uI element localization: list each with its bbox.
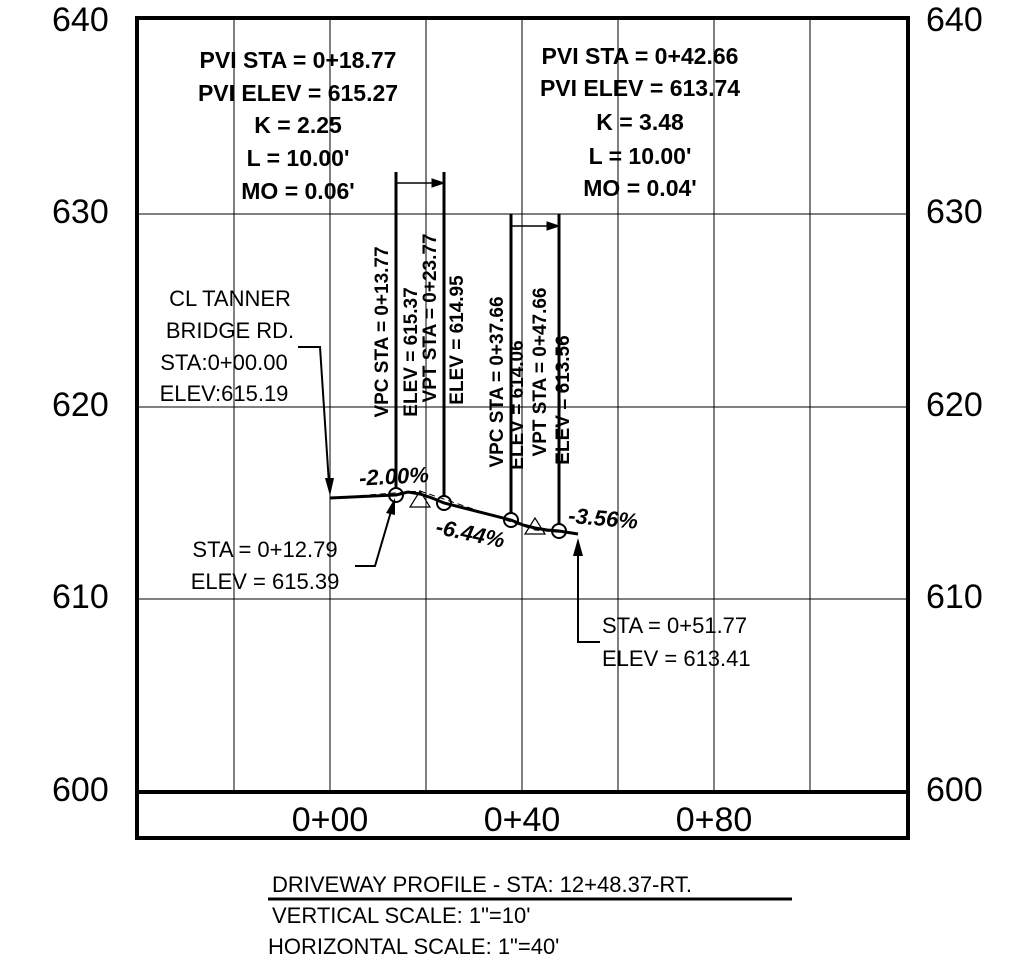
vpt-sta: VPT STA = 0+23.77 bbox=[420, 234, 441, 403]
callout-text: BRIDGE RD. bbox=[166, 318, 294, 343]
curve-extents bbox=[394, 172, 561, 524]
mo-value: MO = 0.04' bbox=[583, 175, 697, 201]
callout-text: ELEV = 613.41 bbox=[602, 646, 751, 671]
vpt-point bbox=[436, 495, 452, 511]
leader bbox=[298, 346, 330, 485]
vpt-elev: ELEV = 613.56 bbox=[553, 335, 574, 464]
callout-text: STA:0+00.00 bbox=[160, 350, 287, 375]
elev-label: 630 bbox=[52, 193, 109, 231]
arrow bbox=[573, 538, 583, 556]
grid bbox=[137, 18, 908, 792]
elev-label: 620 bbox=[926, 386, 983, 424]
pvi-sta: PVI STA = 0+42.66 bbox=[542, 43, 739, 69]
mo-value: MO = 0.06' bbox=[241, 178, 355, 204]
horizontal-scale: HORIZONTAL SCALE: 1"=40' bbox=[268, 934, 559, 959]
pvi-marker bbox=[408, 489, 432, 508]
callout-text: STA = 0+51.77 bbox=[602, 613, 747, 638]
vpc-sta: VPC STA = 0+13.77 bbox=[372, 246, 393, 417]
station-label: 0+00 bbox=[292, 801, 369, 839]
elev-label: 640 bbox=[52, 1, 109, 39]
station-label: 0+80 bbox=[676, 801, 753, 839]
vpc-point bbox=[503, 512, 519, 528]
vertical-scale: VERTICAL SCALE: 1"=10' bbox=[272, 903, 530, 928]
elev-label: 610 bbox=[52, 578, 109, 616]
l-value: L = 10.00' bbox=[247, 145, 350, 171]
elev-label: 600 bbox=[926, 771, 983, 809]
pvi-marker bbox=[523, 516, 547, 535]
pvi-elev: PVI ELEV = 615.27 bbox=[198, 80, 398, 106]
elev-label: 600 bbox=[52, 771, 109, 809]
leader bbox=[577, 552, 600, 643]
station-label: 0+40 bbox=[484, 801, 561, 839]
callout-text: CL TANNER bbox=[169, 286, 291, 311]
vpt-point bbox=[551, 523, 567, 539]
pvi-sta: PVI STA = 0+18.77 bbox=[200, 47, 397, 73]
k-value: K = 2.25 bbox=[254, 112, 342, 138]
grade-label: -2.00% bbox=[358, 462, 429, 491]
profile-title: DRIVEWAY PROFILE - STA: 12+48.37-RT. bbox=[272, 872, 692, 897]
vpc-elev: ELEV = 615.37 bbox=[401, 287, 422, 416]
arrow bbox=[431, 178, 446, 188]
callout-text: ELEV = 615.39 bbox=[191, 569, 340, 594]
grade-label: -3.56% bbox=[567, 503, 639, 534]
l-value: L = 10.00' bbox=[589, 143, 692, 169]
arrow bbox=[546, 221, 561, 231]
arrow bbox=[386, 498, 395, 515]
elev-label: 610 bbox=[926, 578, 983, 616]
profile-line bbox=[329, 490, 579, 536]
grade-label: -6.44% bbox=[434, 514, 507, 553]
leader bbox=[355, 507, 393, 567]
vpc-elev: ELEV = 614.06 bbox=[507, 340, 528, 469]
arrow bbox=[325, 478, 334, 496]
k-value: K = 3.48 bbox=[596, 109, 684, 135]
vpc-sta: VPC STA = 0+37.66 bbox=[487, 296, 508, 467]
vpt-elev: ELEV = 614.95 bbox=[447, 275, 468, 405]
frame bbox=[135, 16, 910, 840]
elev-label: 630 bbox=[926, 193, 983, 231]
callout-text: STA = 0+12.79 bbox=[192, 537, 337, 562]
vpc-point bbox=[388, 487, 404, 503]
callout-text: ELEV:615.19 bbox=[160, 381, 289, 406]
pvi-elev: PVI ELEV = 613.74 bbox=[540, 75, 740, 101]
vpt-sta: VPT STA = 0+47.66 bbox=[530, 288, 551, 457]
elev-label: 640 bbox=[926, 1, 983, 39]
elev-label: 620 bbox=[52, 386, 109, 424]
